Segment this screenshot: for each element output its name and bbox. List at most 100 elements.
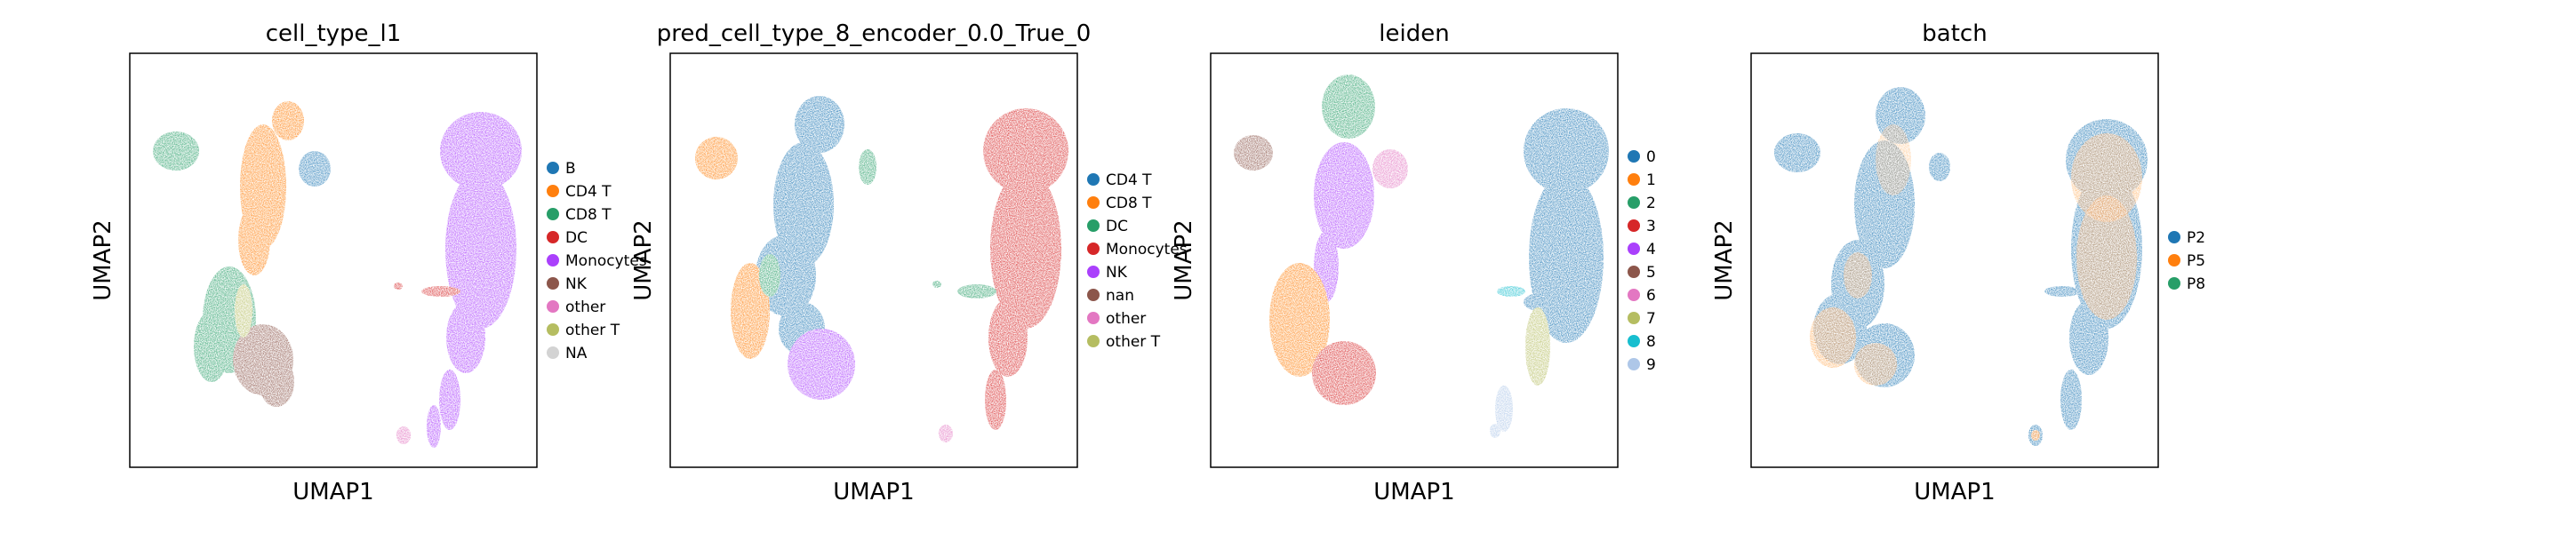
x-axis-label: UMAP1 <box>292 479 373 505</box>
scatter-cluster <box>1322 75 1375 139</box>
legend-label: P8 <box>2187 275 2205 293</box>
legend-marker <box>1628 196 1640 209</box>
legend-label: nan <box>1106 287 1134 305</box>
scatter-cluster <box>1497 286 1525 297</box>
legend-marker <box>1628 150 1640 163</box>
scatter-cluster <box>1372 149 1408 188</box>
panel-title: pred_cell_type_8_encoder_0.0_True_0 <box>657 20 1091 47</box>
legend-label: other T <box>565 322 620 339</box>
scatter-cluster <box>731 263 770 359</box>
scatter-cluster <box>939 425 953 442</box>
legend-marker <box>1628 312 1640 324</box>
legend-marker <box>547 208 559 220</box>
panel-title: cell_type_l1 <box>266 20 402 47</box>
umap-panel-1: cell_type_l1 UMAP1 UMAP2 B CD4 T CD8 T DC Monoc… <box>90 20 647 505</box>
scatter-cluster <box>272 101 304 140</box>
scatter-cluster <box>1929 153 1950 181</box>
scatter-cluster <box>2044 286 2080 297</box>
legend-label: 4 <box>1646 241 1656 259</box>
legend-marker <box>547 185 559 197</box>
legend-marker <box>547 254 559 266</box>
legend-marker <box>547 346 559 359</box>
scatter-cluster <box>1854 343 1897 386</box>
y-axis-label: UMAP2 <box>630 219 657 300</box>
scatter-cluster <box>983 108 1068 194</box>
scatter-cluster <box>394 282 403 290</box>
legend-marker <box>1087 173 1100 186</box>
legend-label: P2 <box>2187 229 2205 247</box>
scatter-cluster <box>421 286 460 297</box>
scatter-cluster <box>1269 263 1330 377</box>
legend-marker <box>2168 231 2180 243</box>
legend-label: 5 <box>1646 264 1656 282</box>
x-axis-label: UMAP1 <box>833 479 914 505</box>
legend-label: 1 <box>1646 171 1656 189</box>
legend-label: CD4 T <box>1106 171 1152 189</box>
legend-marker <box>1628 173 1640 186</box>
legend-marker <box>1087 312 1100 324</box>
legend-label: CD8 T <box>1106 195 1152 212</box>
scatter-cluster <box>1524 293 1556 311</box>
legend-marker <box>1087 266 1100 278</box>
panel-title: leiden <box>1379 20 1449 47</box>
scatter-cluster <box>1495 386 1513 432</box>
legend-label: NK <box>565 275 588 293</box>
legend-label: 7 <box>1646 310 1656 328</box>
y-axis-label: UMAP2 <box>90 219 116 300</box>
scatter-cluster <box>235 284 252 338</box>
legend-marker <box>1628 219 1640 232</box>
legend-marker <box>547 162 559 174</box>
legend: CD4 T CD8 T DC Monocytes NK nan other other T <box>1087 171 1188 351</box>
scatter-cluster <box>932 281 941 288</box>
scatter-cluster <box>788 329 855 400</box>
scatter-cluster <box>759 254 780 297</box>
legend-label: 0 <box>1646 148 1656 166</box>
y-axis-label: UMAP2 <box>1171 219 1197 300</box>
legend-label: 2 <box>1646 195 1656 212</box>
scatter-points <box>695 96 1068 442</box>
legend-label: B <box>565 160 576 178</box>
legend-marker <box>1628 243 1640 255</box>
legend: B CD4 T CD8 T DC Monocytes NK other other T NA <box>547 160 647 362</box>
scatter-cluster <box>2076 195 2137 320</box>
scatter-cluster <box>1844 252 1872 298</box>
legend-marker <box>1628 358 1640 370</box>
legend-label: Monocytes <box>565 252 647 270</box>
legend-label: P5 <box>2187 252 2205 270</box>
scatter-cluster <box>1810 307 1856 368</box>
umap-panel-4: batch UMAP1 UMAP2 P2 P5 P8 <box>1711 20 2205 505</box>
x-axis-label: UMAP1 <box>1373 479 1454 505</box>
scatter-cluster <box>1774 133 1820 172</box>
legend-label: CD4 T <box>565 183 612 201</box>
legend-marker <box>2168 277 2180 290</box>
scatter-cluster <box>1234 135 1273 171</box>
scatter-cluster <box>1312 341 1376 405</box>
scatter-cluster <box>957 284 996 298</box>
scatter-cluster <box>1490 424 1500 438</box>
scatter-cluster <box>859 149 876 185</box>
legend-label: other <box>1106 310 1146 328</box>
legend-label: other T <box>1106 333 1161 351</box>
scatter-cluster <box>2071 133 2142 222</box>
scatter-cluster <box>427 405 441 448</box>
scatter-points <box>1774 87 2148 446</box>
scatter-cluster <box>1525 307 1550 386</box>
legend: P2 P5 P8 <box>2168 229 2205 293</box>
legend-label: DC <box>1106 218 1128 235</box>
axes-frame <box>129 52 538 468</box>
scatter-cluster <box>440 112 522 190</box>
scatter-cluster <box>153 131 199 171</box>
legend-label: 9 <box>1646 356 1656 374</box>
scatter-cluster <box>2031 430 2040 441</box>
scatter-points <box>1234 75 1609 438</box>
scatter-cluster <box>194 311 229 382</box>
legend-label: 8 <box>1646 333 1656 351</box>
scatter-cluster <box>1876 124 1911 195</box>
scatter-cluster <box>2060 370 2082 430</box>
legend-marker <box>1628 335 1640 347</box>
scatter-cluster <box>1314 142 1374 249</box>
legend-label: 3 <box>1646 218 1656 235</box>
legend-label: CD8 T <box>565 206 612 224</box>
legend-marker <box>547 323 559 336</box>
